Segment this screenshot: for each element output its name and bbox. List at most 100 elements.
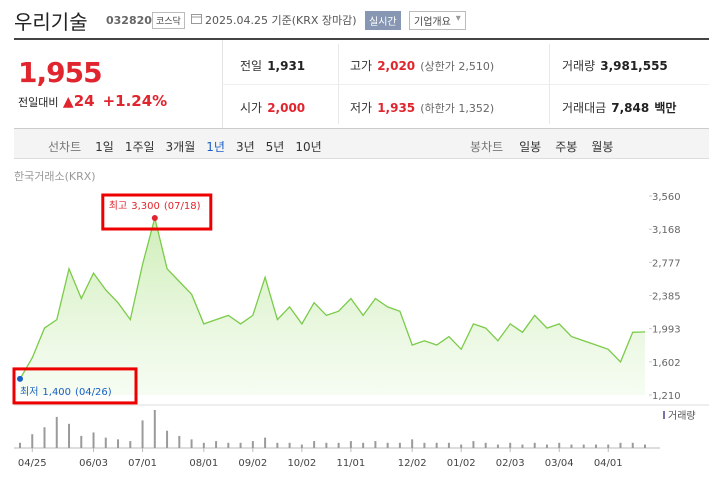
volume-bar: [178, 435, 181, 448]
volume-bar: [227, 442, 230, 448]
volume-bar: [386, 442, 389, 448]
volume-bar: [141, 420, 144, 448]
period-tab[interactable]: 3개월: [165, 140, 196, 154]
volume-bar: [215, 441, 218, 448]
volume-bar: [460, 444, 463, 448]
volume-bar: [19, 442, 21, 448]
volume-bar: [251, 441, 254, 448]
period-tab[interactable]: 1일: [95, 140, 114, 154]
source-label: 한국거래소(KRX): [14, 170, 96, 183]
volume-bar: [545, 444, 548, 448]
volume-bar: [582, 444, 585, 448]
x-tick-label: 08/01: [189, 458, 218, 469]
stat: 고가 2,020 (상한가 2,510): [350, 55, 494, 74]
volume-bar: [153, 410, 156, 448]
stat-value: 2,000: [267, 101, 306, 115]
volume-bar: [190, 439, 193, 448]
annotation-box: [12, 367, 138, 405]
stat: 거래량 3,981,555: [562, 55, 668, 74]
volume-bar: [619, 442, 622, 448]
change-value: 24: [73, 92, 95, 110]
stat-label: 거래대금: [562, 101, 607, 115]
y-tick-label: 2,777: [652, 258, 681, 269]
period-tab[interactable]: 1주일: [124, 140, 155, 154]
volume-bar: [55, 416, 58, 448]
volume-bar: [533, 442, 536, 448]
candle-tab[interactable]: 월봉: [591, 140, 614, 154]
x-tick-label: 03/04: [545, 458, 574, 469]
volume-bar: [31, 434, 34, 448]
market-badge: 코스닥: [152, 12, 185, 29]
change-pct: +1.24%: [102, 92, 168, 110]
period-tab[interactable]: 10년: [295, 140, 322, 154]
period-tab[interactable]: 1년: [206, 140, 225, 154]
x-tick-label: 04/01: [594, 458, 623, 469]
volume-bar: [300, 444, 303, 448]
volume-bar: [92, 432, 95, 448]
volume-bar: [423, 442, 426, 448]
volume-bar: [276, 442, 279, 448]
volume-bar: [496, 444, 499, 448]
volume-bar: [435, 442, 438, 448]
volume-bar: [68, 423, 71, 448]
stat-value: 3,981,555: [600, 59, 668, 73]
annotation-value_label: 1,400: [42, 387, 71, 398]
company-info-button[interactable]: 기업개요 ▾: [409, 11, 466, 30]
x-tick-label: 12/02: [398, 458, 427, 469]
y-tick-label: 3,560: [652, 192, 681, 203]
volume-bar: [202, 442, 205, 448]
stat: 시가 2,000: [240, 97, 305, 116]
period-tab[interactable]: 3년: [235, 140, 255, 154]
stat-extra: (상한가 2,510): [420, 60, 495, 73]
x-tick-label: 01/02: [447, 458, 476, 469]
annotation-dot: [17, 375, 23, 382]
volume-bar: [362, 442, 365, 448]
x-tick-label: 09/02: [238, 458, 267, 469]
candle-tab[interactable]: 일봉: [519, 140, 542, 154]
volume-bar: [337, 442, 340, 448]
price-line: [19, 217, 646, 380]
volume-bar: [129, 441, 132, 448]
period-tab[interactable]: 5년: [265, 140, 285, 154]
y-tick-label: 1,993: [652, 325, 681, 336]
volume-bar: [607, 444, 610, 448]
volume-bar: [374, 441, 377, 448]
price-area: [20, 218, 645, 395]
volume-bar: [447, 442, 450, 448]
annotation-text: 최고: [109, 200, 127, 212]
x-tick-label: 10/02: [287, 458, 316, 469]
x-tick-label: 06/03: [79, 458, 108, 469]
volume-bar: [349, 441, 352, 448]
volume-bar: [80, 435, 83, 448]
volume-bar: [43, 427, 46, 448]
stat-label: 전일: [240, 59, 263, 73]
volume-bar: [484, 442, 487, 448]
annotation-box: [101, 193, 213, 231]
volume-bar: [411, 439, 414, 448]
stat-extra: (하한가 1,352): [420, 102, 495, 115]
annotation-date: (04/26): [75, 387, 112, 398]
stat-value: 7,848: [611, 101, 650, 115]
tab-group-label: 선차트: [48, 140, 82, 154]
date-text: 2025.04.25 기준(KRX 장마감): [205, 14, 357, 27]
annotation-dot: [151, 215, 158, 222]
realtime-badge[interactable]: 실시간: [365, 11, 401, 30]
stock-name: 우리기술: [14, 10, 88, 34]
calendar-icon: [191, 14, 202, 24]
x-tick-label: 04/25: [18, 458, 47, 469]
stat: 거래대금 7,848 백만: [562, 97, 676, 116]
volume-bar: [239, 442, 242, 448]
candle-tab[interactable]: 주봉: [555, 140, 578, 154]
change-row: 전일대비 ▲24 +1.24%: [18, 92, 168, 110]
stat: 저가 1,935 (하한가 1,352): [350, 97, 494, 116]
volume-bar: [509, 442, 512, 448]
current-price: 1,955: [18, 56, 103, 89]
volume-bar: [104, 437, 107, 448]
volume-bar: [264, 437, 267, 448]
header-rule: [14, 38, 709, 40]
volume-bar: [631, 442, 634, 448]
volume-legend-swatch: [663, 411, 665, 419]
stat-unit: 백만: [654, 101, 677, 115]
y-tick-label: 1,602: [652, 358, 681, 369]
